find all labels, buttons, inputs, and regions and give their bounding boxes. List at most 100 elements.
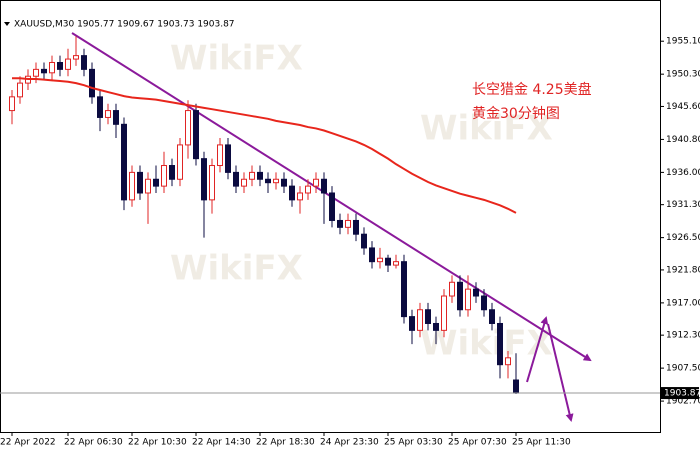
candle-body [401, 261, 407, 318]
candle-body [17, 82, 23, 98]
x-tick-label: 22 Apr 14:30 [192, 438, 251, 448]
symbol-icon [4, 22, 10, 26]
candle-body [377, 257, 383, 263]
x-tick-label: 22 Apr 18:30 [256, 438, 315, 448]
x-tick-label: 25 Apr 11:30 [512, 438, 571, 448]
y-tick-label: 1940.80 [666, 135, 700, 145]
candle-body [513, 379, 519, 394]
candle-body [361, 233, 367, 249]
candle-body [305, 185, 311, 194]
y-tick-label: 1907.50 [666, 364, 700, 374]
candle-body [169, 165, 175, 180]
x-tick-label: 22 Apr 2022 [0, 438, 56, 448]
candle-body [233, 171, 239, 187]
candle-body [505, 357, 511, 366]
candle-body [49, 61, 55, 74]
candle-body [409, 316, 415, 331]
candle-body [57, 61, 63, 70]
candle-body [73, 55, 79, 60]
plot-frame [0, 0, 661, 433]
watermark: WikiFX [420, 109, 553, 149]
x-tick-label: 24 Apr 23:30 [320, 438, 379, 448]
candle-body [137, 171, 143, 194]
candle-body [457, 281, 463, 311]
candle-body [65, 58, 71, 70]
candle-body [161, 165, 167, 187]
candle-body [201, 158, 207, 201]
candle-body [41, 68, 47, 74]
candle-body [249, 171, 255, 180]
candle-body [9, 96, 15, 112]
candle-body [393, 261, 399, 266]
candle-body [257, 171, 263, 180]
y-tick-label: 1902.70 [666, 397, 700, 407]
candle-body [481, 295, 487, 311]
watermark: WikiFX [170, 249, 303, 289]
annotation: 长空猎金 4.25美盘 [472, 81, 592, 98]
candle-body [329, 192, 335, 221]
candle-body [121, 123, 127, 201]
x-tick-label: 25 Apr 03:30 [384, 438, 443, 448]
candle-body [265, 178, 271, 184]
candle-body [153, 178, 159, 187]
candle-body [489, 309, 495, 324]
candle-body [369, 247, 375, 263]
candle-body [81, 55, 87, 70]
y-tick-label: 1931.30 [666, 200, 700, 210]
moving-average [12, 77, 517, 214]
watermarks: WikiFX WikiFX WikiFX WikiFX [170, 39, 553, 364]
candle-body [273, 178, 279, 184]
price-box [661, 387, 699, 400]
candle-body [385, 257, 391, 266]
candle-body [433, 322, 439, 331]
candle-body [497, 322, 503, 366]
candle-body [321, 178, 327, 194]
candle-body [313, 178, 319, 187]
candle-body [145, 178, 151, 194]
candle-body [89, 68, 95, 98]
current-price: 1903.87 [664, 389, 700, 399]
candle-body [337, 219, 343, 228]
candle-body [345, 219, 351, 228]
candle-body [289, 185, 295, 201]
candle-body [417, 309, 423, 331]
arrow-down [547, 323, 574, 422]
y-tick-label: 1955.10 [666, 37, 700, 47]
candle-body [281, 178, 287, 187]
candle-body [217, 144, 223, 167]
y-tick-label: 1917.00 [666, 298, 700, 308]
candle-body [129, 171, 135, 201]
candle-body [97, 96, 103, 118]
chart-title: XAUUSD,M30 1905.77 1909.67 1903.73 1903.… [14, 20, 235, 30]
candle-body [441, 295, 447, 331]
candle-body [353, 219, 359, 235]
candle-body [113, 110, 119, 125]
y-tick-label: 1936.00 [666, 168, 700, 178]
candle-body [473, 288, 479, 297]
candle-body [225, 144, 231, 173]
y-tick-label: 1921.80 [666, 265, 700, 275]
x-tick-label: 22 Apr 10:30 [128, 438, 187, 448]
candle-body [177, 144, 183, 180]
candle-body [185, 110, 191, 146]
candle-body [33, 68, 39, 77]
y-tick-label: 1945.60 [666, 102, 700, 112]
candle-body [425, 309, 431, 324]
watermark: WikiFX [420, 324, 553, 364]
candle-body [105, 110, 111, 118]
candle-body [193, 110, 199, 160]
y-tick-label: 1950.30 [666, 70, 700, 80]
candle-body [465, 288, 471, 311]
arrow-up [526, 316, 549, 383]
y-tick-label: 1912.30 [666, 331, 700, 341]
x-tick-label: 25 Apr 07:30 [448, 438, 507, 448]
candle-body [209, 165, 215, 201]
watermark: WikiFX [170, 39, 303, 79]
candle-body [241, 178, 247, 187]
x-tick-label: 22 Apr 06:30 [64, 438, 123, 448]
candle-body [297, 192, 303, 201]
candle-body [449, 281, 455, 297]
annotation: 黄金30分钟图 [472, 105, 560, 122]
y-tick-label: 1926.50 [666, 233, 700, 243]
